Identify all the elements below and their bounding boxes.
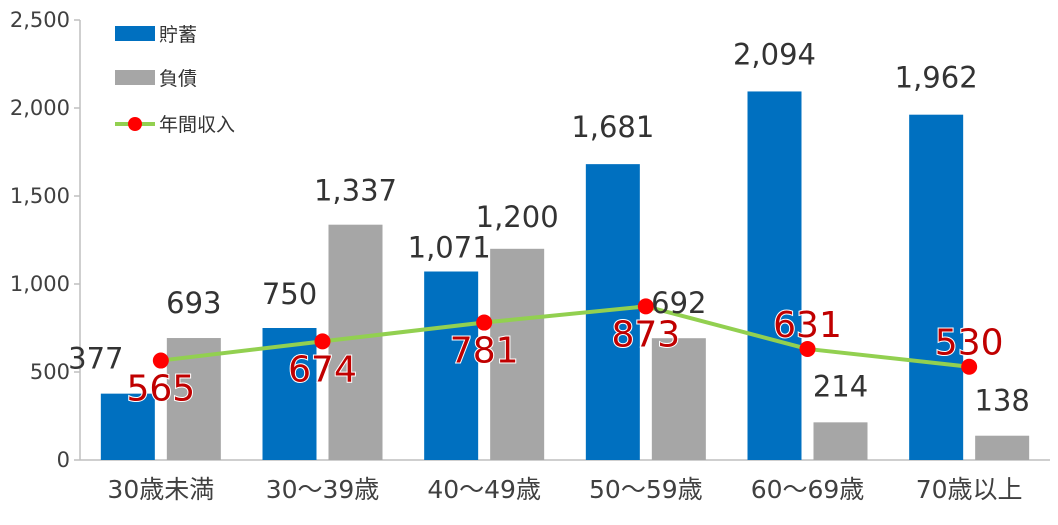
data-label-savings: 750	[262, 277, 317, 311]
y-tick-label: 500	[30, 360, 70, 384]
bar-debt	[490, 248, 545, 460]
bar-savings	[747, 91, 802, 461]
bar-savings	[100, 393, 155, 460]
y-tick-label: 2,500	[10, 8, 70, 32]
bar-debt	[328, 224, 383, 460]
data-label-income: 565	[126, 369, 195, 410]
legend-label-debt: 負債	[159, 68, 197, 90]
data-label-savings: 2,094	[733, 37, 816, 71]
data-label-income: 674	[288, 349, 357, 390]
data-label-savings: 1,962	[895, 61, 978, 95]
y-tick-label: 1,000	[10, 272, 70, 296]
bar-debt	[813, 422, 868, 460]
legend-swatch-debt	[115, 70, 155, 85]
income-series-line	[160, 304, 970, 369]
data-label-debt: 1,337	[314, 174, 397, 208]
income-point	[152, 352, 169, 369]
x-tick-label: 60〜69歳	[751, 475, 865, 504]
x-tick-label: 70歳以上	[916, 475, 1023, 504]
data-label-debt: 138	[974, 384, 1029, 418]
bar-debt	[975, 435, 1030, 460]
data-label-debt: 214	[813, 369, 868, 403]
data-label-savings: 377	[68, 342, 123, 376]
bar-savings	[424, 271, 479, 460]
bars	[100, 91, 1030, 461]
data-label-debt: 692	[651, 286, 706, 320]
income-line	[152, 298, 978, 375]
x-tick-label: 30〜39歳	[266, 475, 380, 504]
data-labels: 377 750 1,071 1,681 2,094 1,962 693 1,337 1,200 6…	[68, 37, 1030, 417]
data-label-savings: 1,681	[571, 110, 654, 144]
bar-savings	[262, 328, 317, 460]
data-label-debt: 1,200	[476, 200, 559, 234]
income-point	[637, 298, 654, 315]
legend-label-income: 年間収入	[159, 114, 235, 136]
y-tick-label: 1,500	[10, 184, 70, 208]
legend-swatch-savings	[115, 26, 155, 41]
bar-savings	[909, 114, 964, 461]
data-label-income: 873	[611, 314, 680, 355]
income-point	[799, 340, 816, 357]
x-tick-label: 30歳未満	[107, 475, 214, 504]
y-tick-label: 0	[57, 448, 70, 472]
x-tick-label: 50〜59歳	[589, 475, 703, 504]
legend-label-savings: 貯蓄	[159, 24, 197, 46]
legend-marker-income	[128, 117, 142, 131]
income-point	[476, 314, 493, 331]
y-tick-label: 2,000	[10, 96, 70, 120]
data-label-income: 631	[773, 305, 842, 346]
data-label-savings: 1,071	[408, 231, 491, 265]
income-point	[314, 333, 331, 350]
bar-debt	[651, 338, 706, 460]
data-label-income: 781	[450, 331, 519, 372]
data-label-income: 530	[935, 323, 1004, 364]
income-point	[961, 358, 978, 375]
x-tick-label: 40〜49歳	[427, 475, 541, 504]
data-label-debt: 693	[166, 286, 221, 320]
axes: 0 500 1,000 1,500 2,000 2,500 30歳未満 30〜39歳 40〜49…	[10, 8, 1050, 504]
